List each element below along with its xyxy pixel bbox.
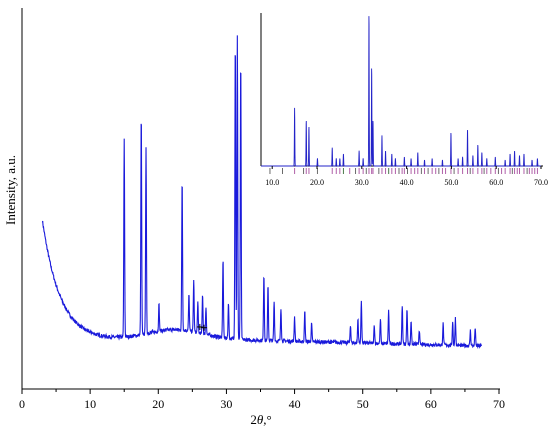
- inset-x-tick-label: 10.0: [265, 178, 279, 187]
- inset-plot-area: 10.0 20.0 30.0 40.0 50.0 60.0 70.0: [260, 13, 548, 187]
- inset-x-tick-label: 60.0: [489, 178, 503, 187]
- x-axis-title: 2θ,°: [250, 412, 271, 427]
- main-x-tick-label: 50: [357, 397, 369, 411]
- x-axis-title-prefix: 2: [250, 412, 257, 427]
- inset-x-ticks: 10.0 20.0 30.0 40.0 50.0 60.0 70.0: [265, 166, 548, 187]
- main-x-tick-label: 60: [425, 397, 437, 411]
- inset-reference-pattern: [261, 16, 541, 167]
- main-x-tick-label: 30: [220, 397, 232, 411]
- x-axis-title-theta: θ: [257, 412, 264, 427]
- main-x-tick-label: 70: [493, 397, 505, 411]
- main-diffraction-pattern: [41, 35, 483, 350]
- main-x-tick-label: 10: [84, 397, 96, 411]
- main-x-ticks: 0 10 20 30 40 50 60 70: [19, 389, 505, 411]
- inset-x-tick-label: 30.0: [355, 178, 369, 187]
- x-axis-title-suffix: ,°: [263, 412, 271, 427]
- impurity-markers: [196, 323, 207, 331]
- y-axis-title: Intensity, a.u.: [3, 155, 18, 225]
- impurity-marker: [200, 324, 207, 331]
- inset-x-tick-label: 20.0: [310, 178, 324, 187]
- inset-x-tick-label: 50.0: [444, 178, 458, 187]
- main-plot-area: 0 10 20 30 40 50 60 70: [19, 8, 505, 411]
- impurity-marker: [196, 323, 203, 330]
- inset-x-tick-label: 70.0: [534, 178, 548, 187]
- main-x-tick-label: 0: [19, 397, 25, 411]
- inset-x-tick-label: 40.0: [400, 178, 414, 187]
- main-x-tick-label: 20: [152, 397, 164, 411]
- inset-reference-marks: [269, 168, 538, 174]
- main-x-tick-label: 40: [289, 397, 301, 411]
